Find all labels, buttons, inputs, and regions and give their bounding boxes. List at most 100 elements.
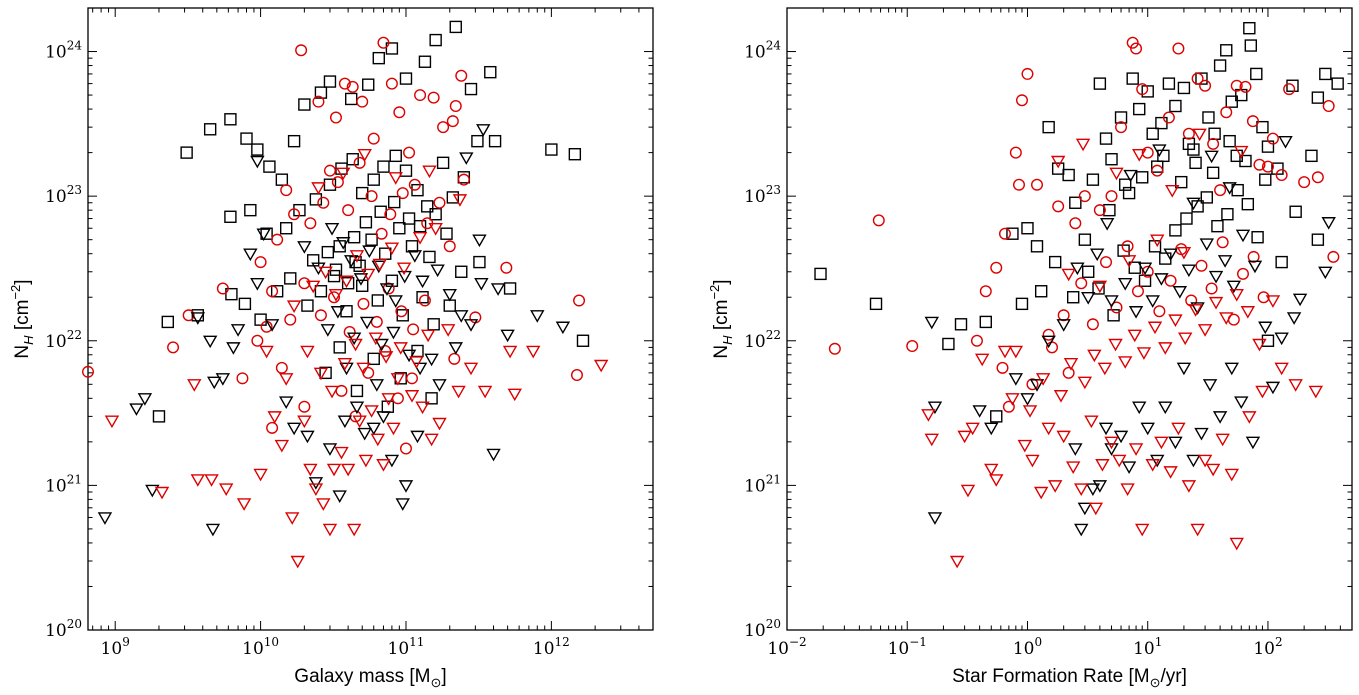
data-point-triangle bbox=[1136, 347, 1152, 360]
data-point-triangle bbox=[1008, 345, 1024, 359]
data-point-square bbox=[1241, 197, 1255, 211]
x-tick-label: 10−2 bbox=[767, 635, 806, 659]
data-point-square bbox=[1311, 91, 1325, 104]
data-point-circle bbox=[443, 240, 456, 253]
data-point-triangle bbox=[448, 342, 463, 355]
data-point-circle bbox=[288, 208, 301, 221]
data-point-square bbox=[1122, 186, 1136, 200]
data-point-square bbox=[371, 294, 385, 307]
data-point-circle bbox=[236, 372, 249, 385]
data-point-triangle bbox=[924, 316, 939, 330]
data-point-triangle bbox=[1108, 338, 1123, 352]
data-point-circle bbox=[1075, 277, 1088, 290]
data-point-triangle bbox=[1208, 270, 1224, 284]
data-point-triangle bbox=[422, 165, 437, 179]
data-point-triangle bbox=[1150, 234, 1165, 248]
data-point-square bbox=[349, 255, 362, 269]
data-point-square bbox=[1136, 171, 1149, 184]
data-point-triangle bbox=[1234, 145, 1249, 159]
x-tick-exponent: 12 bbox=[555, 635, 570, 649]
data-point-triangle bbox=[215, 373, 231, 386]
x-tick-exponent: −2 bbox=[789, 635, 807, 649]
x-axis-label-sub: ⊙ bbox=[1150, 675, 1161, 690]
data-point-square bbox=[377, 160, 390, 173]
data-point-circle bbox=[1026, 378, 1039, 391]
data-point-triangle bbox=[1226, 280, 1242, 294]
data-point-triangle bbox=[1121, 255, 1137, 268]
data-point-circle bbox=[399, 442, 412, 455]
data-point-triangle bbox=[1056, 430, 1071, 444]
data-point-square bbox=[1311, 233, 1325, 246]
data-point-triangle bbox=[1065, 461, 1081, 474]
data-point-square bbox=[1048, 255, 1062, 269]
data-point-triangle bbox=[451, 385, 466, 399]
data-point-triangle bbox=[463, 319, 479, 332]
data-point-circle bbox=[448, 352, 461, 365]
data-point-circle bbox=[1216, 236, 1229, 249]
data-point-circle bbox=[1086, 318, 1099, 331]
data-point-triangle bbox=[1219, 312, 1234, 325]
data-point-circle bbox=[1151, 164, 1164, 177]
data-point-circle bbox=[1236, 267, 1249, 280]
data-point-square bbox=[393, 222, 406, 235]
data-point-triangle bbox=[1104, 436, 1119, 450]
data-point-circle bbox=[1021, 67, 1034, 80]
data-point-square bbox=[814, 267, 827, 281]
data-point-circle bbox=[254, 256, 267, 269]
data-point-circle bbox=[979, 285, 992, 298]
data-point-circle bbox=[251, 334, 264, 347]
data-point-circle bbox=[1195, 259, 1208, 272]
x-tick-base: 10 bbox=[1133, 639, 1155, 659]
data-point-triangle bbox=[1181, 480, 1197, 493]
data-point-triangle bbox=[1215, 433, 1230, 447]
data-point-triangle bbox=[388, 172, 403, 185]
y-tick-label: 1023 bbox=[744, 183, 781, 207]
x-tick-exponent: 1 bbox=[1155, 635, 1163, 649]
data-point-triangle bbox=[960, 484, 976, 498]
data-point-square bbox=[284, 272, 297, 285]
data-point-circle bbox=[1199, 79, 1212, 92]
data-point-square bbox=[429, 208, 442, 221]
data-point-triangle bbox=[1098, 422, 1114, 436]
data-point-triangle bbox=[1192, 128, 1207, 142]
data-point-square bbox=[1169, 99, 1182, 113]
data-point-triangle bbox=[359, 316, 375, 330]
data-point-triangle bbox=[274, 439, 290, 453]
data-point-triangle bbox=[379, 283, 395, 296]
data-point-square bbox=[1015, 297, 1029, 311]
data-point-triangle bbox=[1088, 502, 1104, 516]
data-point-square bbox=[263, 160, 276, 173]
data-point-triangle bbox=[311, 262, 326, 276]
data-point-triangle bbox=[259, 345, 274, 359]
data-point-triangle bbox=[267, 411, 282, 424]
data-point-circle bbox=[1012, 178, 1025, 191]
data-point-square bbox=[365, 233, 378, 246]
data-point-triangle bbox=[1176, 246, 1192, 260]
y-tick-exponent: 20 bbox=[67, 617, 82, 631]
data-point-triangle bbox=[324, 385, 340, 399]
data-point-square bbox=[1103, 203, 1116, 217]
data-point-triangle bbox=[1229, 537, 1244, 551]
data-point-circle bbox=[370, 315, 383, 328]
data-point-circle bbox=[1322, 100, 1335, 113]
data-point-triangle bbox=[250, 278, 265, 291]
data-point-triangle bbox=[305, 280, 321, 294]
data-point-triangle bbox=[1171, 422, 1186, 436]
x-tick-exponent: 0 bbox=[1034, 635, 1042, 649]
data-point-triangle bbox=[366, 422, 381, 436]
data-point-square bbox=[1211, 219, 1224, 233]
data-point-square bbox=[1244, 39, 1258, 52]
data-point-square bbox=[275, 173, 289, 186]
data-point-triangle bbox=[250, 155, 265, 169]
x-tick-label: 1011 bbox=[388, 635, 425, 659]
data-point-triangle bbox=[357, 427, 372, 441]
data-point-triangle bbox=[1022, 405, 1038, 418]
data-point-circle bbox=[298, 277, 311, 290]
data-point-square bbox=[418, 55, 432, 68]
y-tick-exponent: 23 bbox=[67, 183, 82, 197]
data-point-triangle bbox=[1132, 149, 1147, 162]
data-point-triangle bbox=[1165, 184, 1180, 198]
data-point-triangle bbox=[1190, 523, 1205, 537]
data-point-triangle bbox=[1085, 483, 1101, 497]
data-point-square bbox=[244, 203, 257, 217]
